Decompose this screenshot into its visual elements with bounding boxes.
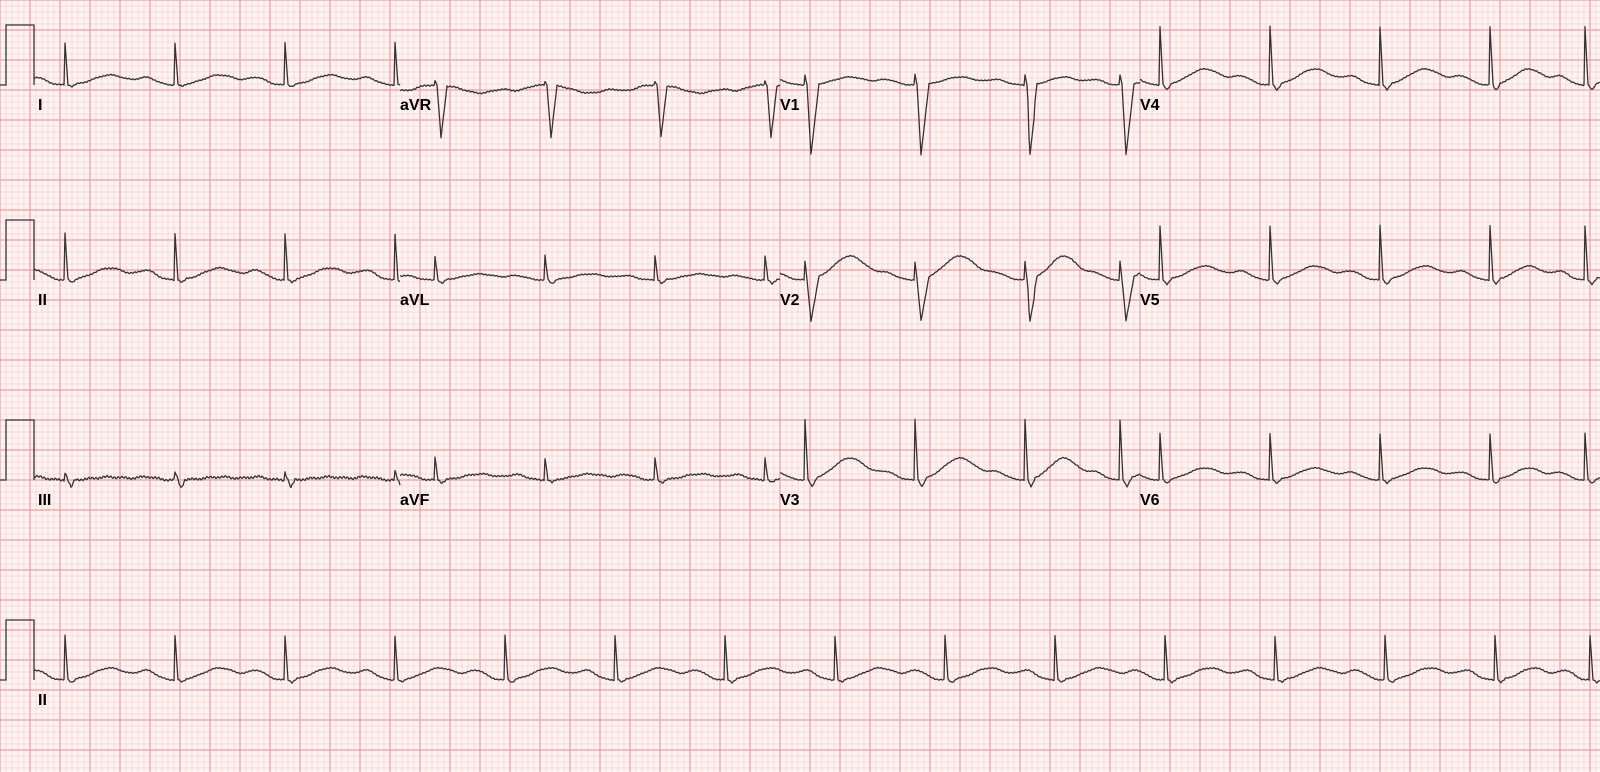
lead-label: aVF [400,492,430,509]
lead-label: V3 [780,492,800,509]
lead-label: V2 [780,292,800,309]
lead-label: II [38,692,47,709]
lead-label: V6 [1140,492,1160,509]
lead-label: V4 [1140,97,1160,114]
lead-label: V1 [780,97,800,114]
lead-label: III [38,492,51,509]
ecg-chart: IaVR V1 V4 II aVL V2 V5 III aVF V3 V6 II [0,0,1600,772]
lead-label: V5 [1140,292,1160,309]
lead-label: aVL [400,292,430,309]
lead-label: I [38,97,42,114]
lead-label: aVR [400,97,432,114]
lead-label: II [38,292,47,309]
